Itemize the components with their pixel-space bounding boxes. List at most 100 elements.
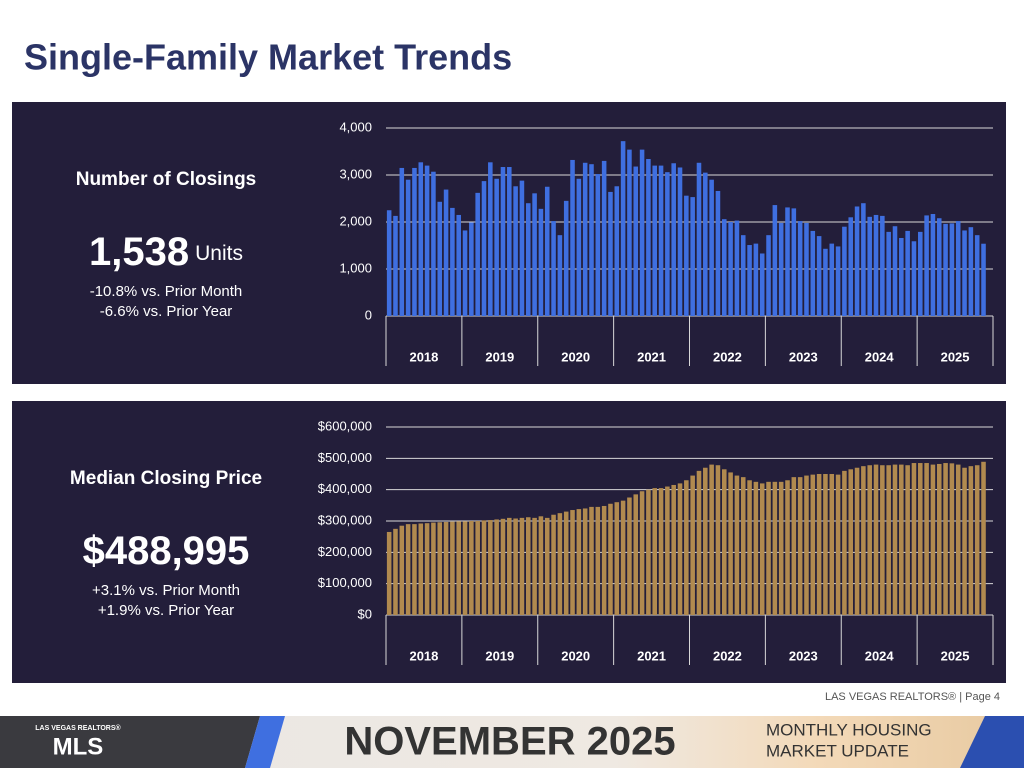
kpi-title: Number of Closings [76, 169, 257, 190]
bar [747, 245, 752, 316]
bar [595, 506, 601, 615]
bar [696, 162, 702, 316]
bar [589, 164, 594, 316]
bar [582, 162, 588, 316]
bar [778, 222, 784, 316]
bar [614, 186, 620, 316]
bar [589, 506, 594, 615]
stripe [245, 716, 285, 768]
bar [854, 467, 860, 615]
bar [665, 172, 670, 316]
x-tick-label: 2024 [865, 648, 895, 663]
bar [734, 475, 740, 615]
kpi-value-line: $488,995 [83, 529, 250, 573]
bar [481, 520, 487, 615]
bar [936, 463, 942, 615]
bar [861, 466, 866, 615]
bar [924, 463, 929, 615]
bar [955, 464, 961, 615]
bar [911, 463, 917, 615]
kpi-change: -6.6% vs. Prior Year [100, 303, 233, 320]
bar [608, 191, 613, 316]
kpi-change: -10.8% vs. Prior Month [90, 283, 243, 300]
bar [721, 219, 727, 316]
bar [835, 246, 841, 316]
bar [949, 223, 955, 316]
stripe [960, 716, 1024, 768]
bar [646, 489, 651, 615]
bar [690, 475, 695, 615]
bar [791, 477, 797, 615]
bar [690, 197, 695, 316]
bar [500, 518, 506, 615]
bar [677, 167, 683, 316]
bar [513, 518, 518, 615]
bar [962, 467, 967, 615]
bar [759, 483, 765, 615]
bar [968, 227, 974, 316]
bar [456, 521, 461, 615]
bar [601, 505, 607, 615]
bar [867, 465, 872, 615]
bar [513, 186, 518, 316]
bar [418, 162, 424, 316]
page-title: Single-Family Market Trends [24, 37, 512, 78]
logo-box [0, 716, 260, 768]
bar [905, 230, 910, 316]
bar [842, 470, 847, 615]
banner-subtitle: MARKET UPDATE [766, 741, 909, 760]
bar [823, 474, 828, 615]
x-tick-label: 2019 [485, 648, 514, 663]
bar [880, 215, 885, 316]
bar [639, 149, 645, 316]
x-tick-label: 2025 [941, 349, 970, 364]
x-tick-label: 2022 [713, 648, 742, 663]
bar [462, 230, 468, 316]
bar [538, 516, 544, 615]
bar [633, 166, 639, 316]
bar [943, 223, 948, 316]
bar [544, 517, 550, 615]
bar [557, 235, 563, 316]
bar [930, 464, 936, 615]
bar [393, 528, 398, 615]
bar [930, 214, 936, 316]
bar [563, 200, 569, 316]
y-tick-label: 4,000 [339, 119, 372, 134]
x-tick-label: 2022 [713, 349, 742, 364]
bar [671, 163, 676, 316]
bar [703, 172, 708, 316]
bar [804, 222, 809, 316]
bar [620, 141, 626, 316]
bar [740, 477, 746, 615]
bar [899, 464, 904, 615]
x-tick-label: 2021 [637, 648, 666, 663]
bar [557, 513, 563, 615]
bar [507, 517, 512, 615]
bar [456, 214, 461, 316]
bar [424, 523, 430, 615]
bar [949, 463, 955, 615]
bar [816, 236, 822, 316]
bar [576, 178, 582, 316]
bar [810, 474, 816, 615]
bar [684, 480, 689, 615]
kpi-change: +1.9% vs. Prior Year [98, 602, 234, 619]
bar [886, 231, 891, 316]
bar [412, 524, 417, 615]
bar [747, 480, 752, 615]
bar [488, 162, 493, 316]
bar [393, 215, 398, 316]
bar [766, 235, 771, 316]
y-tick-label: 1,000 [339, 260, 372, 275]
bar [658, 165, 664, 316]
bar [861, 203, 866, 316]
bar [753, 481, 759, 615]
bar [936, 218, 942, 316]
bar [772, 481, 778, 615]
bar [892, 226, 898, 316]
bar [582, 508, 588, 615]
bar [639, 491, 645, 615]
bar [469, 521, 474, 615]
bar [608, 503, 613, 615]
